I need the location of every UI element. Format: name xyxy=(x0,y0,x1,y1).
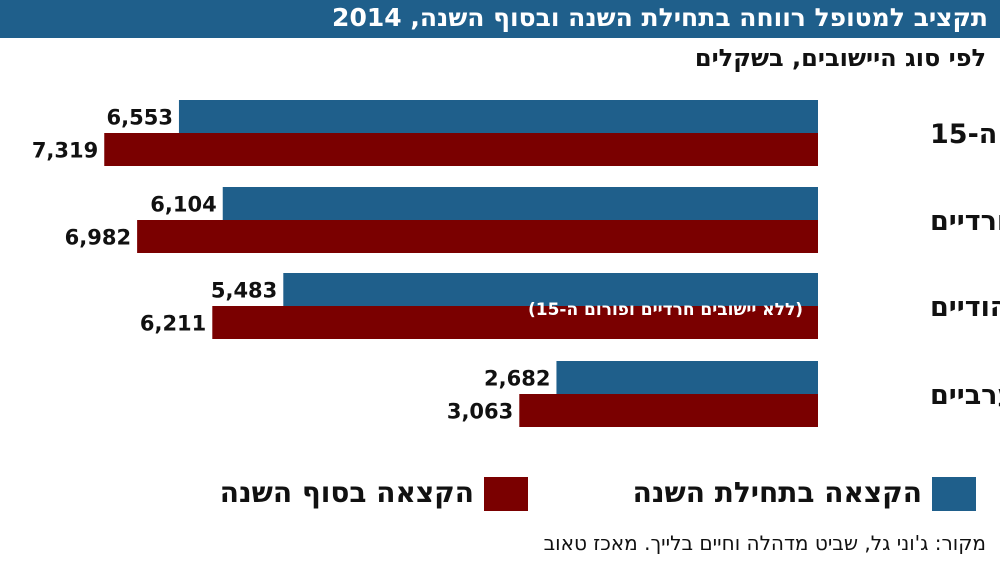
value-label-start-1: 6,104 xyxy=(150,193,216,217)
bar-chart: 6,553 7,319 פורום ה-15 6,104 6,982 חרדיים 5,48… xyxy=(32,100,1000,427)
value-label-end-2: 6,211 xyxy=(140,312,206,336)
value-label-start-2: 5,483 xyxy=(211,279,277,303)
bar-end-0 xyxy=(104,133,819,166)
category-label-0: פורום ה-15 xyxy=(930,119,1000,150)
legend-swatch-end xyxy=(484,477,528,511)
bar-start-1 xyxy=(222,187,818,220)
bar-end-3 xyxy=(519,394,818,427)
legend-label-end: הקצאה בסוף השנה xyxy=(219,476,474,509)
value-label-start-0: 6,553 xyxy=(107,106,173,130)
bar-start-3 xyxy=(556,361,818,394)
bar-end-1 xyxy=(137,220,818,253)
bar-end-2 xyxy=(212,306,818,339)
value-label-end-1: 6,982 xyxy=(65,226,131,250)
chart-title: תקציב למטופל רווחה בתחילת השנה ובסוף השנ… xyxy=(332,3,988,32)
value-label-end-0: 7,319 xyxy=(32,139,98,163)
source-note: מקור: ג'וני גל, שביט מדהלה וחיים בלייך. … xyxy=(543,531,986,555)
bar-start-2 xyxy=(283,273,818,306)
category-note-2: (ללא יישובים חרדיים ופורום ה-15) xyxy=(528,300,803,320)
bar-start-0 xyxy=(178,100,819,133)
value-label-end-3: 3,063 xyxy=(447,400,513,424)
legend-label-start: הקצאה בתחילת השנה xyxy=(632,476,922,509)
chart-subtitle: לפי סוג היישובים, בשקלים xyxy=(694,44,986,72)
title-bar: תקציב למטופל רווחה בתחילת השנה ובסוף השנ… xyxy=(0,0,1000,38)
category-label-1: חרדיים xyxy=(930,206,1000,237)
value-label-start-3: 2,682 xyxy=(484,367,550,391)
legend-swatch-start xyxy=(932,477,976,511)
category-label-3: ערביים xyxy=(930,380,1000,411)
category-label-2: יהודיים xyxy=(930,292,1000,323)
